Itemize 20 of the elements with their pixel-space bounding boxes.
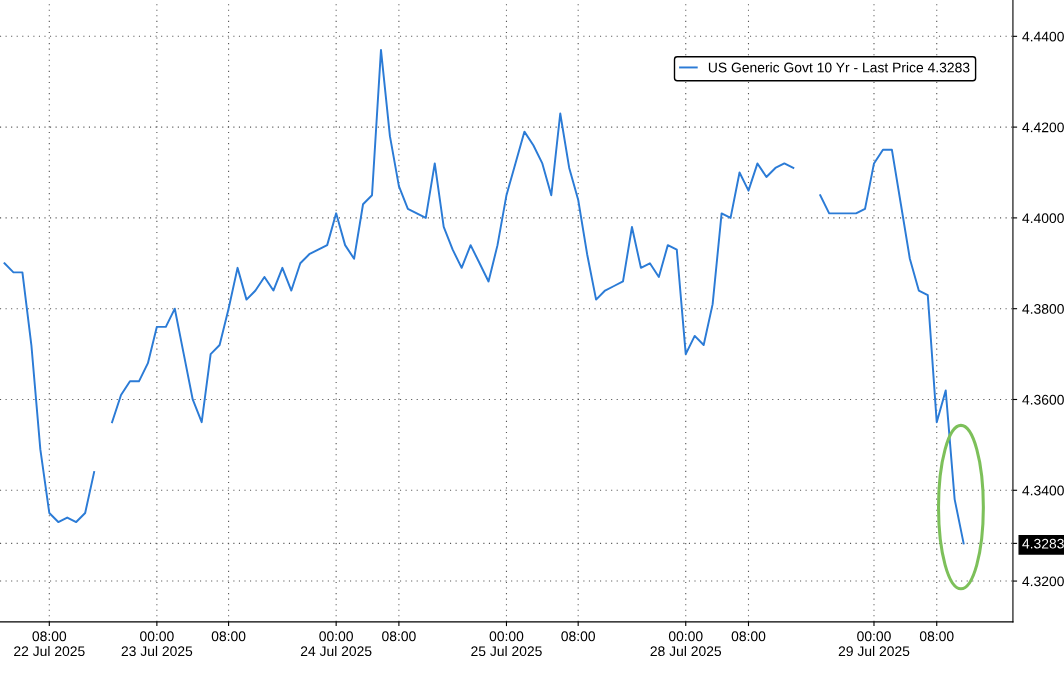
x-tick-label: 08:00 [211,631,246,642]
y-tick-label: 4.4400 [1022,31,1064,42]
x-tick-label: 00:00 28 Jul 2025 [650,631,722,657]
x-tick-label: 00:00 24 Jul 2025 [300,631,372,657]
y-tick-label: 4.3400 [1022,485,1064,496]
x-tick-label: 00:00 29 Jul 2025 [838,631,910,657]
x-tick-label: 00:00 25 Jul 2025 [471,631,542,657]
x-tick-label: 08:00 [561,631,596,642]
x-tick-label: 00:00 23 Jul 2025 [121,631,193,657]
x-tick-label: 08:00 [731,631,766,642]
y-tick-label: 4.3800 [1022,304,1064,314]
y-tick-label: 4.3600 [1022,394,1064,405]
y-tick-label: 4.3283 [1022,538,1064,549]
y-tick-label: 4.4200 [1022,122,1064,133]
x-tick-label: 08:00 [382,631,416,642]
x-tick-label: 08:00 [919,631,954,642]
legend-label: US Generic Govt 10 Yr - Last Price 4.3283 [708,62,970,73]
y-tick-label: 4.3200 [1022,576,1064,587]
y-tick-label: 4.4000 [1022,213,1064,224]
x-tick-label: 08:00 22 Jul 2025 [14,631,85,657]
